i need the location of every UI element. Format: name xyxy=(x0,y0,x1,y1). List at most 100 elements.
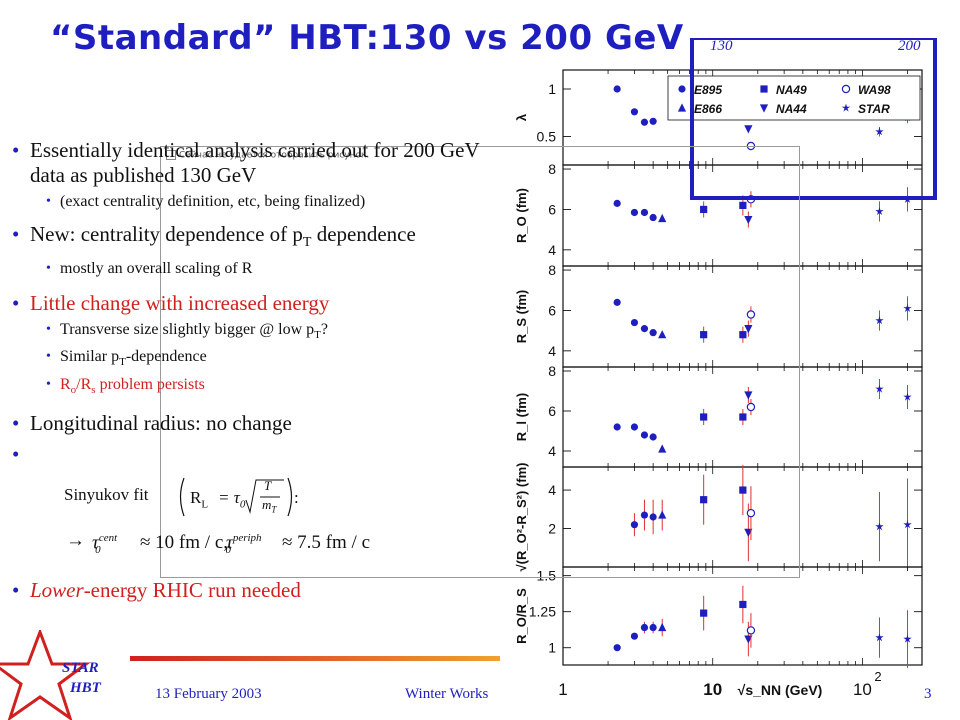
sub-bullet-overall-scaling: mostly an overall scaling of R xyxy=(8,258,488,279)
legend-marker-open-circle xyxy=(841,84,851,94)
data-point-circle xyxy=(649,213,657,222)
y-tick-label: 6 xyxy=(548,302,556,318)
legend-marker-triangle-up xyxy=(677,103,687,112)
y-tick-label: 4 xyxy=(548,242,556,258)
data-point-circle xyxy=(630,208,639,217)
sinyukov-label: Sinyukov fit xyxy=(64,485,149,504)
data-point-circle xyxy=(630,521,639,529)
data-point-triangle-up xyxy=(658,510,667,519)
bullet-lower-energy: Lower-energy RHIC run needed xyxy=(8,578,510,603)
transverse-text: Transverse size slightly bigger @ low p xyxy=(60,321,315,339)
x-tick-label: 10 xyxy=(853,680,872,699)
data-point-star xyxy=(875,127,884,136)
periph-sup: periph xyxy=(232,532,262,544)
data-point-triangle-up xyxy=(658,213,667,223)
data-point-circle xyxy=(640,511,649,519)
data-point-star xyxy=(903,304,912,312)
tau-zero: 0 xyxy=(239,498,246,511)
transverse-pt-sub: T xyxy=(314,329,321,342)
data-point-circle xyxy=(649,329,657,337)
x-tick-exponent: 2 xyxy=(874,669,881,684)
footer-conference: Winter Works xyxy=(405,686,489,702)
lower-word: Lower xyxy=(30,578,84,602)
data-point-open-circle xyxy=(746,402,756,412)
similar-pt-sub: T xyxy=(119,356,126,369)
data-point-circle xyxy=(640,431,649,439)
data-point-square xyxy=(739,486,747,494)
pt-subscript: T xyxy=(302,235,312,251)
sqrt-numerator: T xyxy=(264,478,272,493)
logo-hbt-text: HBT xyxy=(70,680,101,696)
data-point-square xyxy=(739,201,747,209)
data-point-triangle-down xyxy=(744,325,753,334)
data-point-circle xyxy=(640,623,649,632)
tau-cent-value: ≈ 10 fm / c, xyxy=(140,532,228,553)
legend-label: E895 xyxy=(694,83,722,97)
star-logo-outline xyxy=(0,630,91,720)
formula-arrow: → xyxy=(66,530,85,551)
legend-label: NA49 xyxy=(776,83,807,97)
data-point-circle xyxy=(649,513,657,521)
data-point-square xyxy=(700,609,708,617)
bullet-centrality-text: New: centrality dependence of p xyxy=(30,222,303,246)
bullet-centrality-tail: dependence xyxy=(311,222,416,246)
footer-date: 13 February 2003 xyxy=(155,686,262,702)
footer-page-number: 3 xyxy=(924,686,932,702)
rl-sub: L xyxy=(201,498,209,511)
sqrt-denominator: mT xyxy=(262,497,276,515)
sub-bullet-centrality-definition: (exact centrality definition, etc, being… xyxy=(8,191,488,212)
logo-star-text: STAR xyxy=(62,660,99,676)
rs-sub: s xyxy=(91,383,96,396)
slide-title: “Standard” HBT:130 vs 200 GeV xyxy=(50,18,684,58)
y-tick-label: 8 xyxy=(548,363,556,379)
data-point-triangle-down xyxy=(744,215,753,225)
similar-text: Similar p xyxy=(60,348,120,366)
eq-tau: = τ xyxy=(218,488,240,507)
data-point-star xyxy=(875,633,884,642)
energy-label-200: 200 xyxy=(898,38,921,54)
legend-marker-square xyxy=(760,85,768,93)
sub-bullet-similar-pt: Similar pT-dependence xyxy=(8,346,488,373)
data-point-circle xyxy=(630,318,639,327)
data-point-triangle-up xyxy=(658,444,667,453)
x-axis-label: √s_NN (GeV) xyxy=(738,682,823,698)
x-tick-label: 1 xyxy=(558,680,567,699)
data-point-circle xyxy=(649,623,657,632)
data-point-circle xyxy=(640,325,649,333)
lower-energy-tail: -energy RHIC run needed xyxy=(83,578,301,602)
ro-sub: o xyxy=(70,383,77,396)
data-point-circle xyxy=(613,199,621,207)
rl-letter: R xyxy=(190,488,202,507)
transverse-tail: ? xyxy=(320,321,328,339)
ro-text: R xyxy=(60,375,71,393)
data-point-circle xyxy=(649,117,657,125)
data-point-square xyxy=(700,331,708,339)
data-point-open-circle xyxy=(746,508,756,518)
y-tick-label: 1.5 xyxy=(537,568,557,584)
data-point-square xyxy=(739,331,747,339)
data-point-circle xyxy=(630,108,639,116)
footer-divider xyxy=(130,656,500,661)
panel-ylabel: R_O (fm) xyxy=(514,188,529,243)
bullet-little-change: Little change with increased energy xyxy=(8,291,488,316)
data-point-star xyxy=(875,522,884,531)
y-tick-label: 4 xyxy=(548,343,556,359)
data-point-circle xyxy=(649,433,657,441)
y-tick-label: 6 xyxy=(548,403,556,419)
legend-marker-circle xyxy=(678,85,686,93)
data-point-square xyxy=(700,413,708,421)
legend-label: E866 xyxy=(694,102,722,116)
sub-bullet-ro-rs-problem: Ro/Rs problem persists xyxy=(8,374,488,401)
data-point-circle xyxy=(613,298,621,306)
legend-label: NA44 xyxy=(776,102,807,116)
data-point-star xyxy=(875,316,884,325)
data-point-star xyxy=(875,384,884,393)
bullet-centrality-dependence: New: centrality dependence of pT depende… xyxy=(8,222,488,255)
data-point-triangle-down xyxy=(744,125,753,134)
cent-zero: 0 xyxy=(95,544,101,557)
y-tick-label: 6 xyxy=(548,201,556,217)
formula-rl: RL xyxy=(190,488,208,510)
tau-cent-letter: τ xyxy=(92,532,99,554)
tau-cent: τcent0 xyxy=(92,532,117,557)
data-point-circle xyxy=(640,118,649,126)
